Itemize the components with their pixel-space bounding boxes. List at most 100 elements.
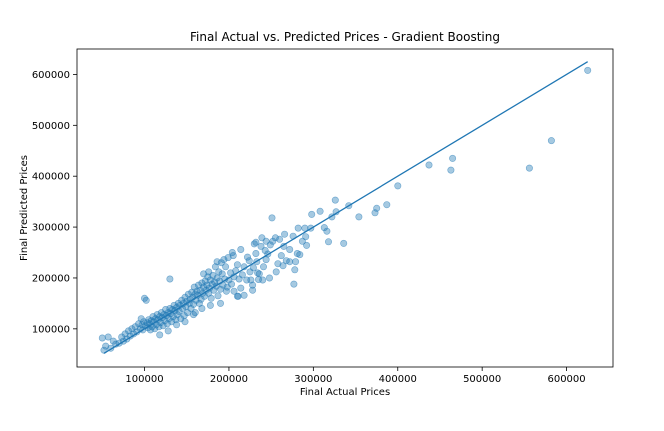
data-point (223, 283, 231, 291)
data-point (157, 309, 165, 317)
data-point (131, 323, 139, 331)
data-point (324, 238, 332, 246)
x-axis-label: Final Actual Prices (300, 387, 390, 398)
data-point (394, 182, 402, 190)
data-point (118, 333, 126, 341)
x-tick-label: 200000 (210, 374, 248, 385)
data-point (249, 286, 257, 294)
data-point (173, 311, 181, 319)
data-point (371, 209, 379, 217)
data-point (224, 254, 232, 262)
data-point (261, 247, 269, 255)
data-point (447, 166, 455, 174)
data-point (296, 251, 304, 259)
data-point (298, 237, 306, 245)
data-point (303, 241, 311, 249)
data-point (547, 137, 555, 145)
data-point (203, 281, 211, 289)
data-point (584, 66, 592, 74)
data-point (153, 311, 161, 319)
data-point (249, 281, 257, 289)
data-point (425, 161, 433, 169)
data-point (254, 269, 262, 277)
y-tick-label: 300000 (32, 223, 70, 234)
data-point (174, 299, 182, 307)
data-point (291, 266, 299, 274)
data-point (272, 268, 280, 276)
data-point (308, 210, 316, 218)
data-point (173, 321, 181, 329)
data-point (208, 280, 216, 288)
y-tick-label: 400000 (32, 172, 70, 183)
y-tick-label: 200000 (32, 273, 70, 284)
plot-area (98, 61, 592, 354)
data-point (244, 253, 252, 261)
data-point (265, 274, 273, 282)
data-point (274, 260, 282, 268)
data-point (262, 237, 270, 245)
data-point (271, 234, 279, 242)
data-point (104, 333, 112, 341)
data-point (198, 304, 206, 312)
x-tick-label: 300000 (294, 374, 332, 385)
data-point (166, 275, 174, 283)
data-point (218, 270, 226, 278)
data-point (286, 258, 294, 266)
data-point (262, 256, 270, 264)
data-point (252, 238, 260, 246)
data-point (292, 258, 300, 266)
data-point (383, 201, 391, 209)
y-axis: 100000 200000 300000 400000 500000 600000 (32, 70, 77, 335)
data-point (181, 318, 189, 326)
data-point (213, 258, 221, 266)
x-tick-label: 500000 (463, 374, 501, 385)
data-point (237, 246, 245, 254)
data-point (247, 276, 255, 284)
data-point (257, 242, 265, 250)
y-tick-label: 100000 (32, 324, 70, 335)
x-axis: 100000 200000 300000 400000 500000 600000 (125, 367, 586, 385)
data-point (198, 279, 206, 287)
y-tick-label: 600000 (32, 70, 70, 81)
y-tick-label: 500000 (32, 121, 70, 132)
data-point (188, 288, 196, 296)
x-tick-label: 100000 (125, 374, 163, 385)
data-point (228, 249, 236, 257)
data-point (323, 227, 331, 235)
data-point (166, 304, 174, 312)
data-point (222, 263, 230, 271)
data-point (276, 235, 284, 243)
data-point (128, 325, 136, 333)
data-point (214, 292, 222, 300)
data-point (190, 300, 198, 308)
data-point (211, 263, 219, 271)
data-point (230, 287, 238, 295)
data-point (246, 268, 254, 276)
chart-title: Final Actual vs. Predicted Prices - Grad… (190, 30, 500, 44)
data-point (191, 309, 199, 317)
data-point (233, 261, 241, 269)
data-point (240, 291, 248, 299)
data-point (320, 224, 328, 232)
data-point (233, 292, 241, 300)
data-point (245, 257, 253, 265)
plot-frame (76, 48, 614, 368)
data-point (98, 334, 106, 342)
data-point (200, 270, 208, 278)
data-point (220, 256, 228, 264)
data-point (449, 154, 457, 162)
data-point (237, 284, 245, 292)
data-point (102, 342, 110, 350)
data-point (109, 337, 117, 345)
data-point (227, 269, 235, 277)
data-point (340, 239, 348, 247)
data-point (316, 207, 324, 215)
data-point (213, 274, 221, 282)
data-point (268, 214, 276, 222)
x-tick-label: 600000 (547, 374, 585, 385)
data-point (141, 294, 149, 302)
data-point (164, 327, 172, 335)
x-tick-label: 400000 (379, 374, 417, 385)
data-point (525, 164, 533, 172)
